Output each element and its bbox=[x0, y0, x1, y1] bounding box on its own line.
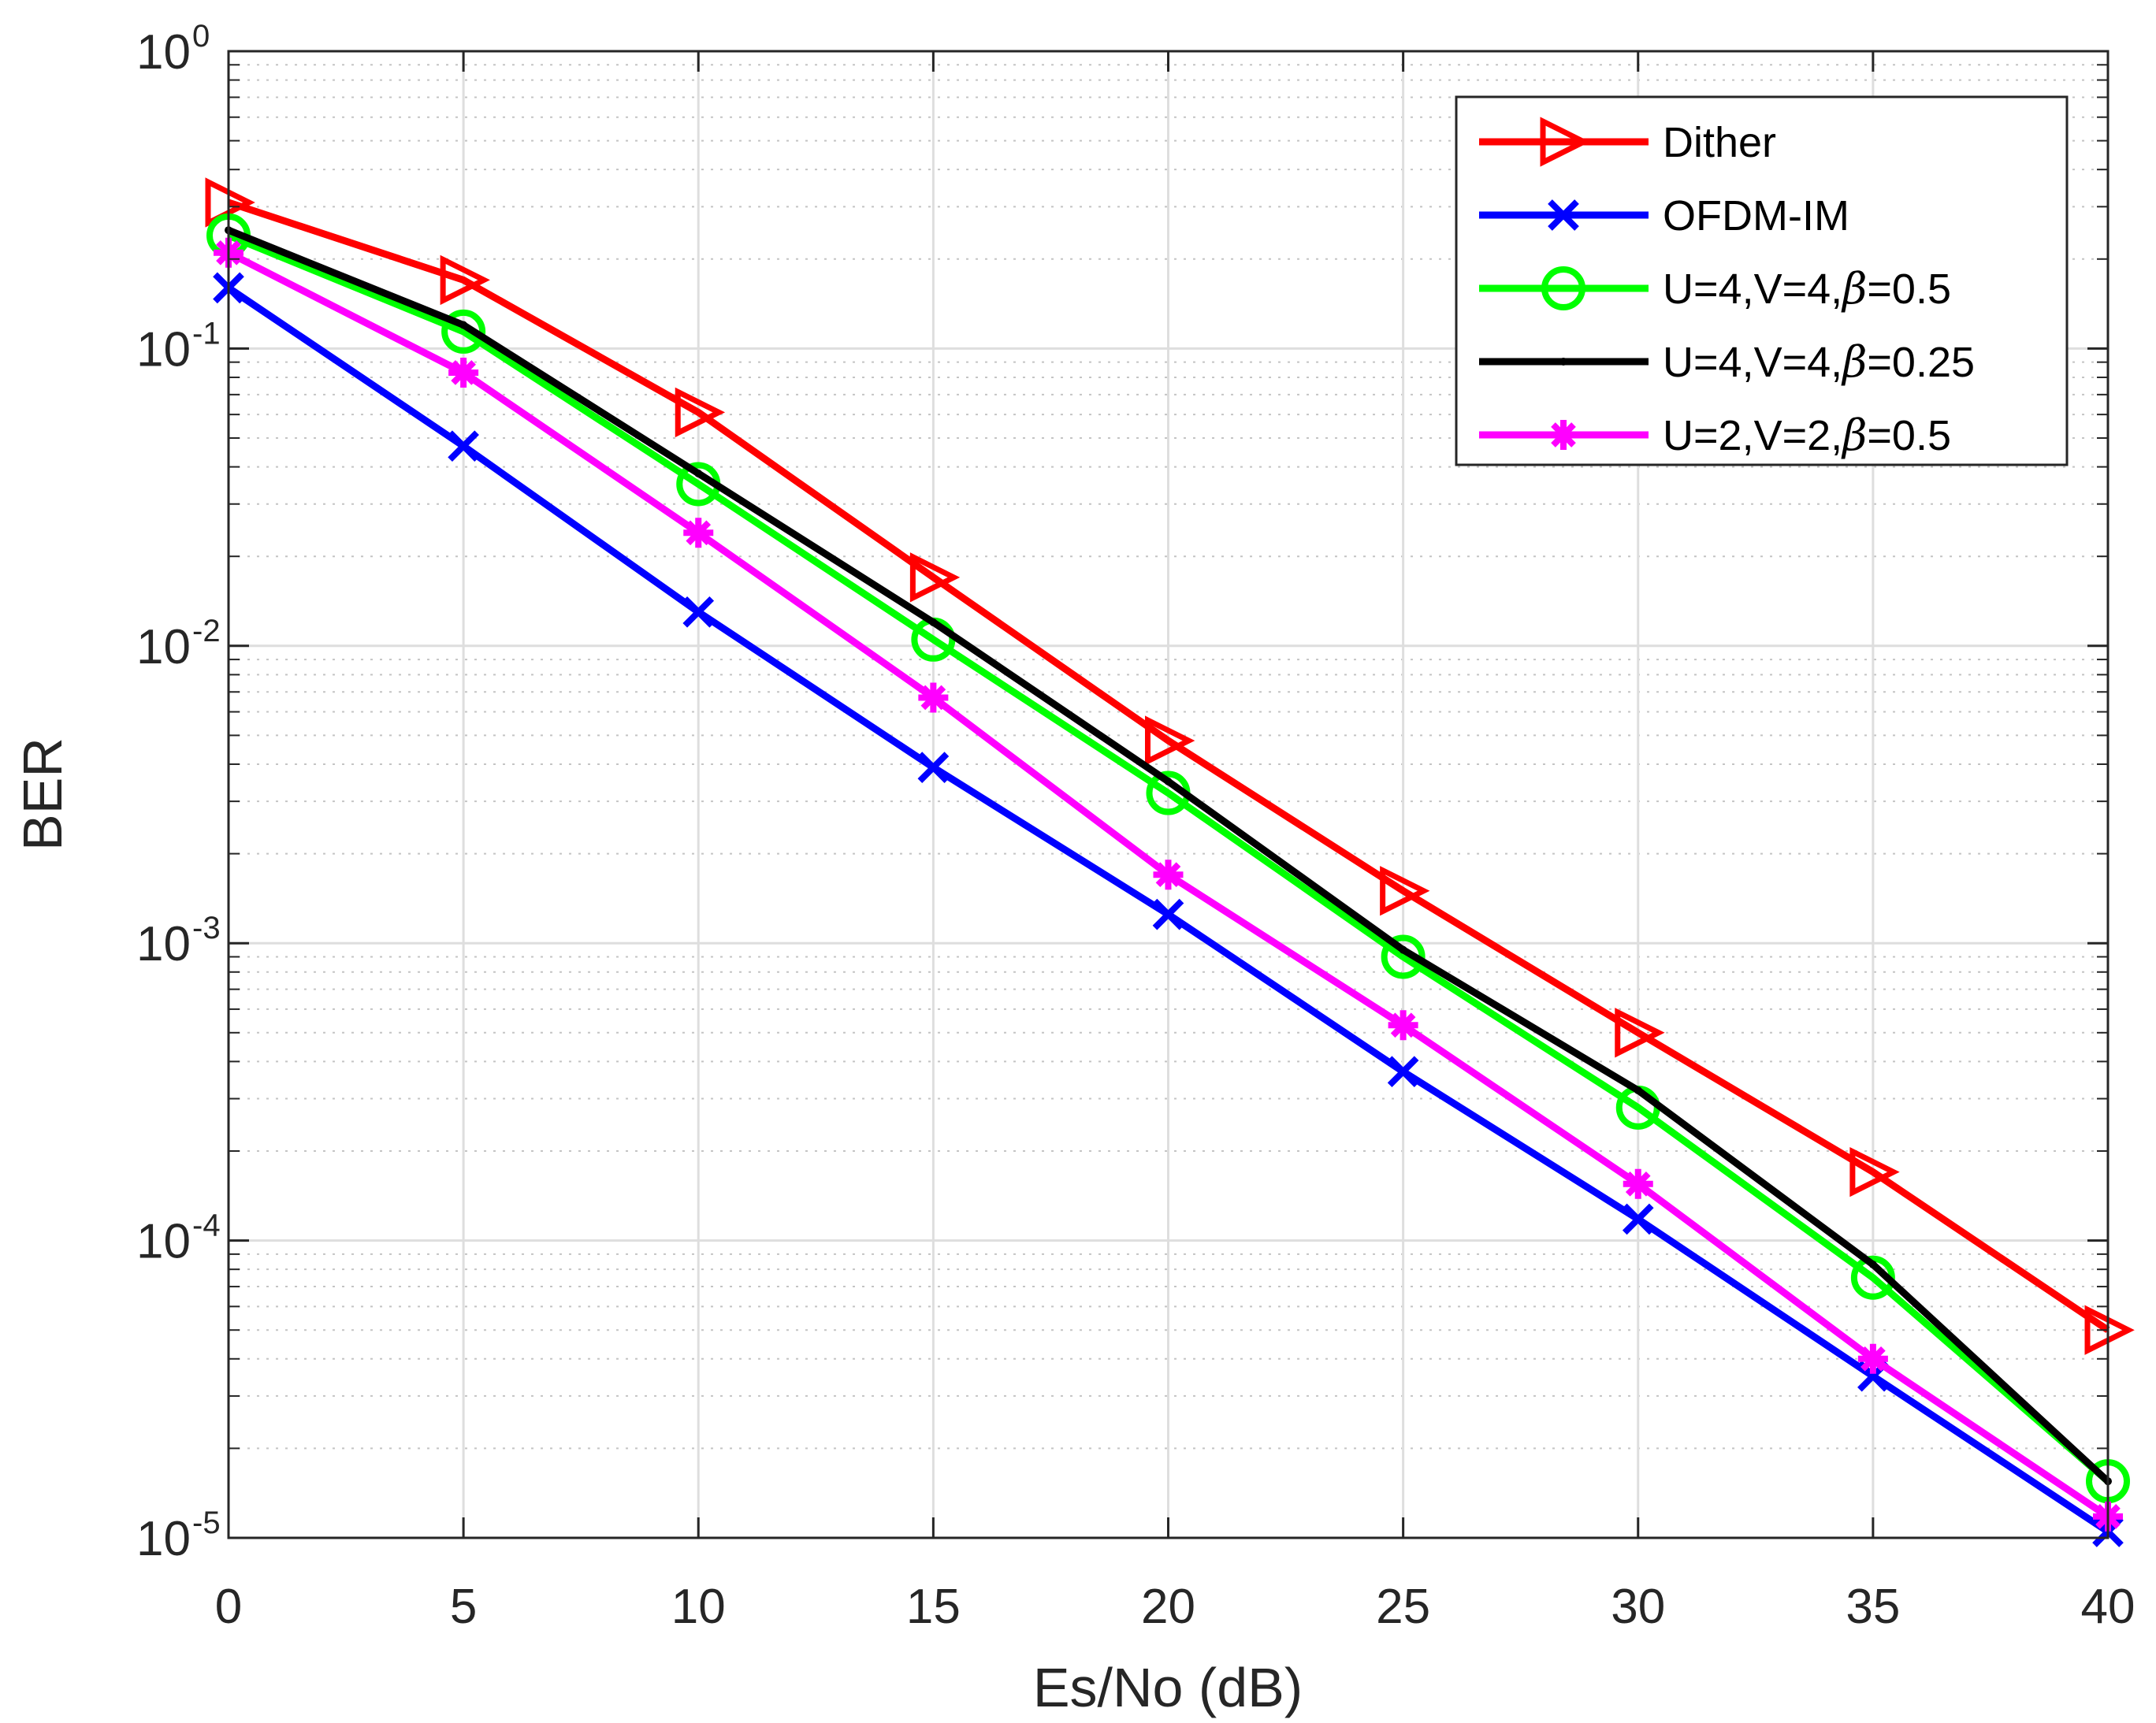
data-point bbox=[448, 357, 479, 388]
y-tick-exponent: -1 bbox=[192, 316, 221, 351]
x-tick-label: 30 bbox=[1611, 1580, 1665, 1634]
legend-entry: U=4,V=4,β=0.25 bbox=[1479, 337, 1975, 387]
x-tick-label: 35 bbox=[1846, 1580, 1900, 1634]
data-point bbox=[1387, 1056, 1419, 1087]
data-point bbox=[1622, 1203, 1654, 1235]
y-tick-label: 10 bbox=[136, 1512, 191, 1566]
legend-label-value: =0.5 bbox=[1867, 412, 1951, 459]
legend-label: U=4,V=4,β=0.5 bbox=[1663, 264, 1951, 314]
legend-entry: OFDM-IM bbox=[1479, 192, 1849, 240]
series-3 bbox=[225, 226, 2112, 1486]
data-point bbox=[682, 596, 715, 628]
y-tick-exponent: -3 bbox=[192, 911, 221, 945]
data-point bbox=[1623, 1168, 1653, 1199]
data-point bbox=[1152, 898, 1184, 930]
y-tick-label: 10 bbox=[136, 620, 191, 674]
x-tick-label: 10 bbox=[671, 1580, 726, 1634]
series-line bbox=[227, 199, 2110, 1333]
data-point bbox=[1145, 715, 1195, 766]
legend-entry: U=2,V=2,β=0.5 bbox=[1479, 410, 1951, 460]
data-point bbox=[459, 321, 468, 329]
legend-label-beta: β bbox=[1841, 337, 1867, 387]
legend-label-text: U=4,V=4, bbox=[1663, 266, 1842, 313]
legend-label: OFDM-IM bbox=[1663, 192, 1849, 240]
legend-label-text: Dither bbox=[1663, 119, 1776, 166]
legend-label-value: =0.25 bbox=[1867, 339, 1975, 386]
data-point bbox=[1615, 1008, 1665, 1058]
data-point bbox=[441, 309, 486, 354]
x-tick-label: 5 bbox=[450, 1580, 477, 1634]
data-point bbox=[1381, 934, 1426, 979]
data-point bbox=[1634, 1086, 1642, 1094]
legend-box bbox=[1455, 95, 2069, 466]
data-point bbox=[448, 430, 479, 462]
legend-label-value: =0.5 bbox=[1867, 266, 1951, 313]
x-tick-label: 0 bbox=[215, 1580, 242, 1634]
y-tick-label: 10 bbox=[136, 322, 191, 377]
tick-layer: 10 010 -110 -210 -310 -410 -50 5 10 15 20 25 30 35 40 bbox=[136, 19, 2135, 1634]
data-point bbox=[1153, 860, 1184, 890]
data-point bbox=[909, 552, 961, 603]
legend-swatch-marker bbox=[1548, 420, 1578, 450]
series-line bbox=[227, 232, 2110, 1484]
data-point bbox=[675, 387, 726, 438]
y-tick-label: 10 bbox=[136, 917, 191, 971]
data-point bbox=[440, 254, 490, 306]
data-point bbox=[917, 752, 950, 783]
y-tick-exponent: -4 bbox=[192, 1209, 221, 1243]
x-tick-label: 25 bbox=[1376, 1580, 1430, 1634]
data-point bbox=[1857, 1343, 1888, 1374]
legend-label-beta: β bbox=[1841, 264, 1867, 314]
legend-label-text: U=2,V=2, bbox=[1663, 412, 1842, 459]
y-tick-exponent: -5 bbox=[192, 1506, 221, 1540]
data-point bbox=[1380, 866, 1430, 916]
data-point bbox=[1849, 1146, 1900, 1198]
data-point bbox=[694, 469, 703, 477]
x-axis-label: Es/No (dB) bbox=[1033, 1657, 1303, 1718]
legend-label: U=4,V=4,β=0.25 bbox=[1663, 337, 1975, 387]
legend-entry: Dither bbox=[1479, 117, 1776, 167]
y-tick-label: 10 bbox=[136, 1215, 191, 1269]
y-tick-exponent: -2 bbox=[192, 614, 221, 648]
legend-swatch-marker bbox=[1540, 117, 1590, 167]
data-point bbox=[1399, 945, 1407, 954]
data-point bbox=[683, 518, 714, 548]
x-tick-label: 40 bbox=[2081, 1580, 2136, 1634]
data-point bbox=[1388, 1010, 1418, 1041]
legend: DitherOFDM-IMU=4,V=4,β=0.5U=4,V=4,β=0.25… bbox=[1455, 95, 2069, 466]
legend-swatch-marker bbox=[1559, 358, 1567, 366]
legend-label: Dither bbox=[1663, 119, 1776, 166]
legend-label: U=2,V=2,β=0.5 bbox=[1663, 410, 1951, 460]
legend-swatch-marker bbox=[1548, 199, 1579, 231]
legend-label-text: U=4,V=4, bbox=[1663, 339, 1842, 386]
x-tick-label: 20 bbox=[1141, 1580, 1195, 1634]
legend-entry: U=4,V=4,β=0.5 bbox=[1479, 264, 1951, 314]
y-tick-exponent: 0 bbox=[192, 19, 210, 54]
y-tick-label: 10 bbox=[136, 25, 191, 80]
y-axis-label: BER bbox=[12, 737, 73, 851]
data-point bbox=[1164, 777, 1173, 785]
data-point bbox=[929, 618, 938, 626]
legend-swatch-marker bbox=[1541, 266, 1585, 310]
x-tick-label: 15 bbox=[906, 1580, 961, 1634]
legend-label-text: OFDM-IM bbox=[1663, 192, 1849, 240]
data-point bbox=[1868, 1261, 1877, 1269]
series-0 bbox=[205, 177, 2135, 1355]
legend-label-beta: β bbox=[1841, 410, 1867, 460]
data-point bbox=[918, 682, 949, 713]
series-layer bbox=[205, 177, 2135, 1547]
